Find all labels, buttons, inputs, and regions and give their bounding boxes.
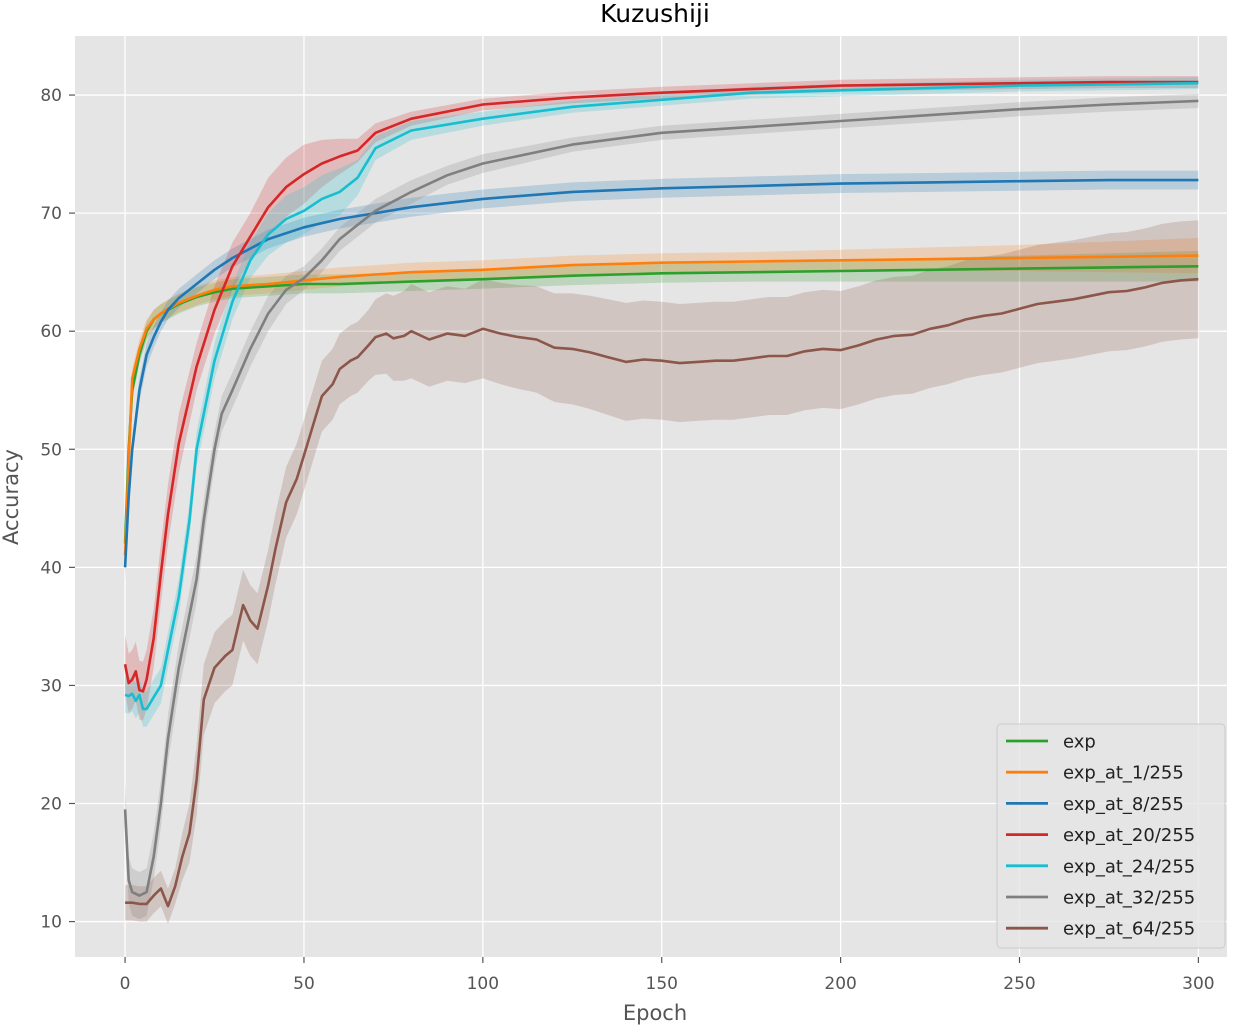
y-tick-label: 20	[40, 795, 62, 815]
y-tick-label: 70	[40, 204, 62, 224]
x-axis-label: Epoch	[623, 1001, 687, 1025]
legend-label: exp_at_1/255	[1063, 763, 1184, 784]
x-tick-label: 0	[120, 974, 131, 994]
legend-label: exp	[1063, 732, 1096, 753]
line-series-2	[123, 178, 1199, 568]
legend: exp exp_at_1/255 exp_at_8/255 exp_at_20/255…	[996, 723, 1226, 949]
x-tick-label: 200	[824, 974, 856, 994]
x-axis-ticks: 0 50 100 150 200 250 300	[120, 957, 1215, 994]
chart-title: Kuzushiji	[600, 0, 710, 28]
legend-box	[996, 723, 1226, 949]
grid-lines	[75, 36, 1227, 957]
x-tick-label: 50	[293, 974, 315, 994]
x-tick-label: 100	[467, 974, 499, 994]
x-tick-label: 150	[646, 974, 678, 994]
line-series-4	[124, 81, 1199, 711]
y-tick-label: 50	[40, 440, 62, 460]
y-tick-label: 80	[40, 86, 62, 106]
legend-label: exp_at_8/255	[1063, 794, 1184, 815]
line-series-3	[123, 80, 1199, 693]
x-tick-label: 250	[1003, 974, 1035, 994]
y-axis-ticks: 10 20 30 40 50 60 70 80	[40, 86, 75, 933]
legend-label: exp_at_64/255	[1063, 919, 1195, 940]
legend-label: exp_at_32/255	[1063, 888, 1195, 909]
x-tick-label: 300	[1182, 974, 1214, 994]
legend-label: exp_at_24/255	[1063, 856, 1195, 877]
legend-label: exp_at_20/255	[1063, 825, 1195, 846]
y-tick-label: 60	[40, 322, 62, 342]
y-tick-label: 10	[40, 913, 62, 933]
band-series-0	[125, 250, 1199, 554]
line-series-6	[125, 277, 1199, 908]
line-series-1	[123, 254, 1199, 556]
band-series-1	[125, 237, 1199, 565]
y-tick-label: 30	[40, 676, 62, 696]
y-tick-label: 40	[40, 558, 62, 578]
line-series-5	[123, 99, 1199, 897]
series-lines	[123, 80, 1199, 908]
y-axis-label: Accuracy	[0, 449, 23, 545]
